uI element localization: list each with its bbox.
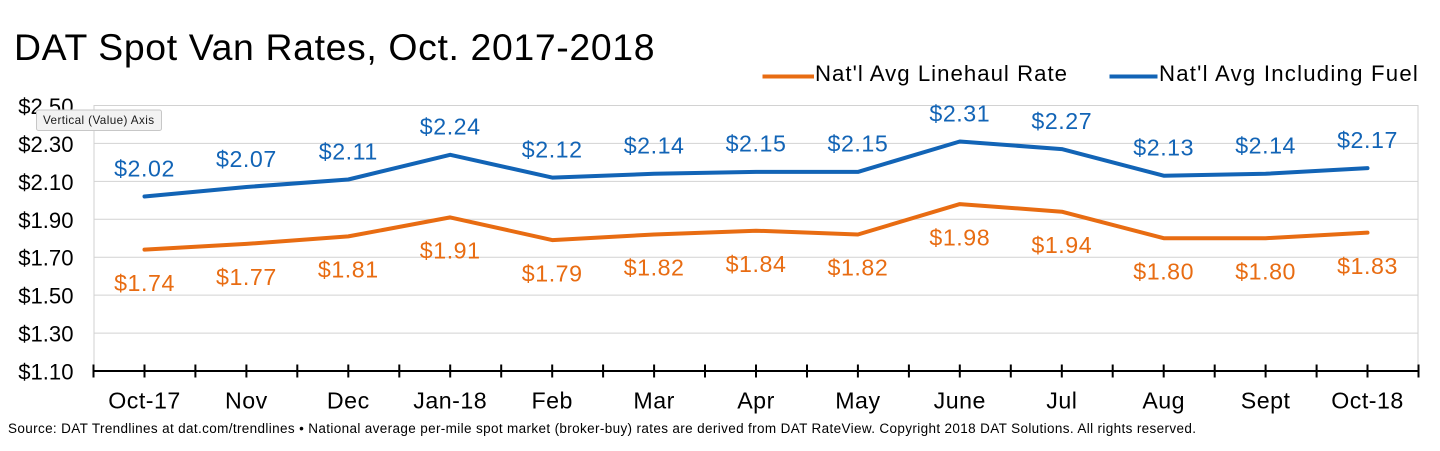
svg-text:$2.15: $2.15 [828, 131, 889, 157]
svg-text:$2.10: $2.10 [18, 170, 73, 195]
svg-text:Dec: Dec [327, 388, 370, 414]
svg-text:June: June [934, 388, 986, 414]
svg-text:$2.30: $2.30 [18, 132, 73, 157]
svg-text:$2.17: $2.17 [1337, 127, 1398, 153]
svg-text:$1.98: $1.98 [929, 224, 990, 250]
svg-text:$1.80: $1.80 [1235, 258, 1296, 284]
svg-text:$1.74: $1.74 [114, 270, 175, 296]
svg-text:Nov: Nov [225, 388, 268, 414]
svg-text:$2.02: $2.02 [114, 155, 175, 181]
svg-text:$1.94: $1.94 [1031, 232, 1092, 258]
svg-text:$2.11: $2.11 [319, 138, 378, 164]
svg-text:$2.31: $2.31 [929, 100, 990, 126]
svg-text:$1.84: $1.84 [726, 251, 787, 277]
svg-text:Nat'l Avg Linehaul Rate: Nat'l Avg Linehaul Rate [815, 61, 1068, 86]
svg-text:Vertical (Value) Axis: Vertical (Value) Axis [43, 114, 154, 127]
svg-text:$1.83: $1.83 [1337, 253, 1398, 279]
svg-text:Jan-18: Jan-18 [413, 388, 487, 414]
svg-text:$1.82: $1.82 [624, 255, 685, 281]
svg-text:$2.15: $2.15 [726, 131, 787, 157]
svg-text:Nat'l Avg Including Fuel: Nat'l Avg Including Fuel [1159, 61, 1419, 86]
svg-text:DAT Spot Van Rates, Oct. 2017-: DAT Spot Van Rates, Oct. 2017-2018 [14, 26, 655, 68]
svg-text:Oct-18: Oct-18 [1331, 388, 1404, 414]
svg-text:$1.80: $1.80 [1133, 258, 1194, 284]
svg-text:Feb: Feb [531, 388, 572, 414]
svg-text:$1.70: $1.70 [18, 246, 73, 271]
svg-text:$2.13: $2.13 [1133, 135, 1194, 161]
svg-text:$1.30: $1.30 [18, 322, 73, 347]
svg-text:Aug: Aug [1142, 388, 1185, 414]
svg-text:$1.82: $1.82 [828, 255, 889, 281]
svg-text:$1.77: $1.77 [216, 264, 277, 290]
svg-text:$1.81: $1.81 [318, 257, 379, 283]
svg-text:Source: DAT Trendlines at dat.: Source: DAT Trendlines at dat.com/trendl… [8, 421, 1196, 436]
svg-text:Apr: Apr [737, 388, 775, 414]
svg-text:$2.14: $2.14 [624, 133, 685, 159]
svg-text:$2.07: $2.07 [216, 146, 277, 172]
svg-text:$1.10: $1.10 [18, 360, 73, 385]
svg-text:$1.90: $1.90 [18, 208, 73, 233]
svg-text:Oct-17: Oct-17 [108, 388, 181, 414]
svg-text:Jul: Jul [1046, 388, 1077, 414]
svg-text:$1.79: $1.79 [522, 260, 583, 286]
svg-text:$1.50: $1.50 [18, 284, 73, 309]
svg-text:$1.91: $1.91 [420, 238, 481, 264]
svg-text:Mar: Mar [633, 388, 674, 414]
svg-text:$2.14: $2.14 [1235, 133, 1296, 159]
svg-text:$2.12: $2.12 [522, 136, 583, 162]
svg-text:$2.24: $2.24 [420, 114, 481, 140]
svg-text:Sept: Sept [1241, 388, 1291, 414]
svg-text:$2.27: $2.27 [1031, 108, 1092, 134]
svg-text:May: May [835, 388, 880, 414]
